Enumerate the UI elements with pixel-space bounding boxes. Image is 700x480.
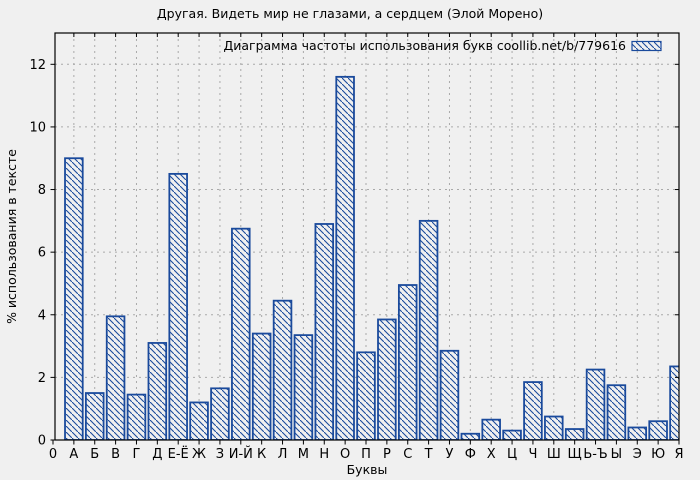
x-tick-label-О: О	[340, 447, 350, 462]
chart-title: Другая. Видеть мир не глазами, а сердцем…	[157, 6, 543, 21]
bar-З	[210, 387, 230, 440]
y-axis-label: % использования в тексте	[4, 149, 19, 324]
x-tick-label-Н: Н	[319, 447, 329, 462]
y-tick-label-0: 0	[38, 434, 46, 449]
x-tick-label-Ы: Ы	[611, 447, 622, 462]
bar-Д	[147, 342, 168, 440]
bar-У	[439, 349, 460, 440]
bar-В	[105, 315, 126, 440]
bar-Г	[126, 393, 147, 440]
x-tick-label-А: А	[69, 447, 78, 462]
bar-Э	[627, 426, 648, 440]
bar-Ф	[460, 432, 481, 440]
x-tick-label-Т: Т	[424, 447, 433, 462]
x-tick-label-С: С	[403, 447, 412, 462]
bar-П	[356, 351, 376, 440]
bar-О	[335, 75, 355, 440]
bar-Я	[669, 365, 679, 440]
x-tick-label-Л: Л	[278, 447, 288, 462]
bar-М	[293, 334, 314, 440]
x-tick-label-Ч: Ч	[528, 447, 537, 462]
bars-group	[64, 75, 679, 440]
x-tick-label-Р: Р	[383, 447, 391, 462]
y-tick-label-6: 6	[38, 246, 46, 261]
x-tick-label-К: К	[257, 447, 266, 462]
bar-Ы	[606, 384, 627, 440]
y-tick-label-12: 12	[29, 58, 46, 73]
x-tick-label-Е-Ё: Е-Ё	[168, 446, 189, 462]
x-tick-label-Ю: Ю	[651, 447, 665, 462]
x-tick-label-Я: Я	[674, 447, 683, 462]
plot-border	[54, 32, 680, 441]
x-tick-label-origin: 0	[49, 447, 57, 462]
x-tick-label-Ф: Ф	[465, 447, 476, 462]
x-tick-label-Д: Д	[152, 447, 162, 462]
x-tick-label-Х: Х	[487, 447, 496, 462]
x-tick-label-Б: Б	[90, 447, 99, 462]
y-tick-label-8: 8	[38, 183, 46, 198]
x-axis-label: Буквы	[347, 462, 388, 477]
y-tick-label-2: 2	[38, 371, 46, 386]
bar-Ш	[544, 415, 564, 440]
bar-Ц	[502, 429, 522, 440]
bar-Ж	[189, 401, 209, 440]
axis-ticks	[50, 33, 680, 445]
x-tick-label-Э: Э	[633, 447, 642, 462]
bar-Ч	[523, 381, 543, 440]
x-tick-label-Г: Г	[132, 447, 140, 462]
bar-И-Й	[231, 227, 251, 440]
bar-Ю	[648, 420, 668, 440]
y-tick-label-10: 10	[29, 120, 46, 135]
legend-swatch	[631, 40, 662, 52]
x-tick-label-П: П	[361, 447, 371, 462]
bar-Ь-Ъ	[585, 368, 606, 440]
x-tick-label-Ь-Ъ: Ь-Ъ	[583, 447, 607, 462]
bar-Е-Ё	[168, 172, 188, 440]
x-tick-label-Ш: Ш	[547, 447, 561, 462]
x-tick-label-З: З	[216, 447, 224, 462]
bar-А	[64, 157, 84, 440]
bar-С	[397, 284, 418, 440]
bar-Н	[314, 223, 335, 440]
bar-Р	[377, 318, 397, 440]
bar-Т	[418, 219, 439, 440]
tick-labels: 0 А Б В Г Д Е-Ё Ж З И-Й К Л М Н О П Р С Т У Ф Х Ц Ч Ш Щ Ь-Ъ Ы Э Ю Я024…	[29, 58, 683, 462]
bar-Б	[84, 392, 105, 440]
x-tick-label-М: М	[298, 447, 309, 462]
y-tick-label-4: 4	[38, 308, 46, 323]
legend-label: Диаграмма частоты использования букв coo…	[223, 38, 626, 53]
x-tick-label-В: В	[111, 447, 120, 462]
bar-К	[251, 332, 272, 440]
x-tick-label-Ж: Ж	[192, 447, 206, 462]
x-tick-label-У: У	[446, 447, 454, 462]
bar-Х	[481, 418, 501, 440]
x-tick-label-Ц: Ц	[507, 447, 517, 462]
x-tick-label-И-Й: И-Й	[229, 446, 253, 462]
bar-Л	[272, 299, 293, 440]
bar-Щ	[564, 428, 585, 440]
x-tick-label-Щ: Щ	[568, 447, 582, 462]
